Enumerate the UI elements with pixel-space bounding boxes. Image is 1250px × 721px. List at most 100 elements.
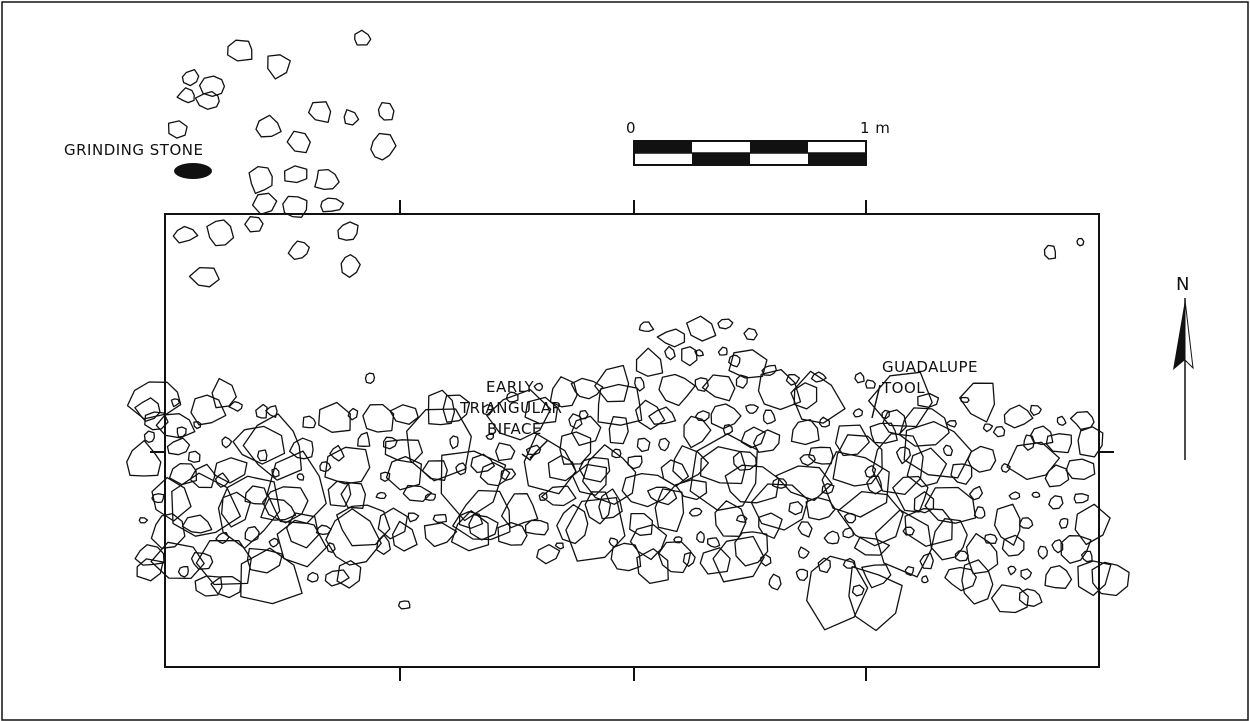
rock-outline [375, 491, 387, 500]
rock-outline [895, 446, 912, 465]
rock-outline [984, 533, 998, 544]
rock-outline [1045, 433, 1073, 454]
rock-outline [635, 347, 664, 377]
rock-outline [134, 397, 161, 422]
rock-outline [832, 434, 883, 487]
rock-outline [973, 506, 986, 519]
rock-outline [424, 492, 436, 501]
rock-outline [329, 444, 345, 462]
rock-outline [482, 404, 493, 416]
rock-outline [775, 465, 833, 502]
rock-outline [919, 552, 934, 570]
rock-outline [126, 381, 182, 420]
rock-outline [150, 541, 205, 580]
rock-outline [533, 382, 544, 392]
rock-outline [450, 510, 490, 552]
rock-outline [347, 407, 359, 421]
rock-outline [683, 415, 712, 449]
rock-outline [211, 377, 237, 409]
rock-outline [1060, 535, 1092, 564]
rock-outline [547, 454, 577, 482]
rock-outline [823, 530, 840, 545]
rock-outline [714, 500, 747, 537]
rock-outline [672, 445, 710, 483]
rock-outline [171, 472, 242, 537]
rock-outline [1008, 491, 1021, 500]
rock-outline [990, 584, 1029, 614]
rock-outline [1023, 434, 1035, 451]
rock-outline [806, 555, 869, 631]
rock-outline [500, 493, 539, 529]
rock-outline [193, 421, 202, 430]
rock-outline [246, 547, 284, 574]
rock-outline [255, 114, 282, 138]
rock-outline [221, 436, 233, 449]
rock-outline [206, 219, 235, 247]
rock-outline [306, 571, 319, 583]
rock-outline [568, 413, 583, 430]
rock-outline [265, 405, 278, 418]
rock-outline [307, 101, 332, 124]
rock-outline [470, 453, 496, 474]
rock-outline [242, 413, 303, 481]
rock-outline [556, 504, 589, 545]
rock-outline [699, 446, 747, 485]
rock-outline [571, 415, 602, 447]
rock-outline [455, 462, 467, 476]
rock-outline [712, 535, 765, 583]
rock-outline [837, 490, 904, 547]
rock-outline [686, 315, 717, 342]
rock-outline [210, 575, 242, 599]
rock-outline [1058, 517, 1069, 529]
rock-outline [868, 371, 933, 428]
rock-outline [654, 488, 685, 533]
rock-outline [485, 433, 495, 441]
rock-outline [314, 168, 340, 191]
triangular-label: TRIANGULAR [459, 399, 562, 417]
rock-outline [611, 448, 622, 459]
rock-outline [1001, 534, 1025, 557]
rock-outline [993, 503, 1021, 546]
rock-outline [1031, 491, 1041, 499]
rock-outline [176, 87, 195, 104]
rock-outline [187, 450, 201, 463]
rock-outline [648, 406, 677, 425]
rock-outline [834, 424, 870, 457]
rock-outline [634, 376, 645, 392]
rock-outline [190, 394, 227, 426]
rock-outline [578, 456, 611, 483]
guadalupe-pointer [871, 384, 881, 419]
rock-outline [945, 420, 957, 428]
rock-outline [497, 521, 528, 546]
rock-outline [701, 374, 736, 402]
rock-outline [364, 372, 376, 385]
rock-outline [917, 392, 940, 408]
rock-outline [1077, 426, 1104, 458]
rock-outline [913, 491, 935, 514]
rock-outline [629, 512, 654, 536]
grinding-stone-label: GRINDING STONE [64, 141, 203, 159]
rock-outline [950, 463, 973, 485]
rock-outline [1091, 561, 1130, 597]
rock-outline [244, 216, 264, 233]
rock-outline [842, 557, 856, 569]
biface-label: BIFACE [487, 420, 542, 438]
rock-outline [638, 321, 655, 333]
rock-outline [921, 575, 929, 584]
rock-outline [597, 383, 643, 426]
rock-outline [1020, 568, 1033, 581]
rock-outline [500, 468, 517, 481]
rock-outline [852, 408, 864, 418]
rock-outline [266, 450, 327, 524]
rock-outline [674, 479, 708, 501]
scale-zero-label: 0 [626, 119, 636, 137]
rock-outline [728, 354, 741, 368]
rock-outline [647, 486, 678, 506]
rock-outline [664, 345, 676, 361]
rock-outline [362, 403, 395, 433]
rock-outline [1069, 411, 1095, 432]
rock-outline [318, 401, 351, 433]
rock-outline [959, 382, 996, 423]
rock-outline [1074, 503, 1111, 546]
rock-outline [1003, 404, 1034, 429]
